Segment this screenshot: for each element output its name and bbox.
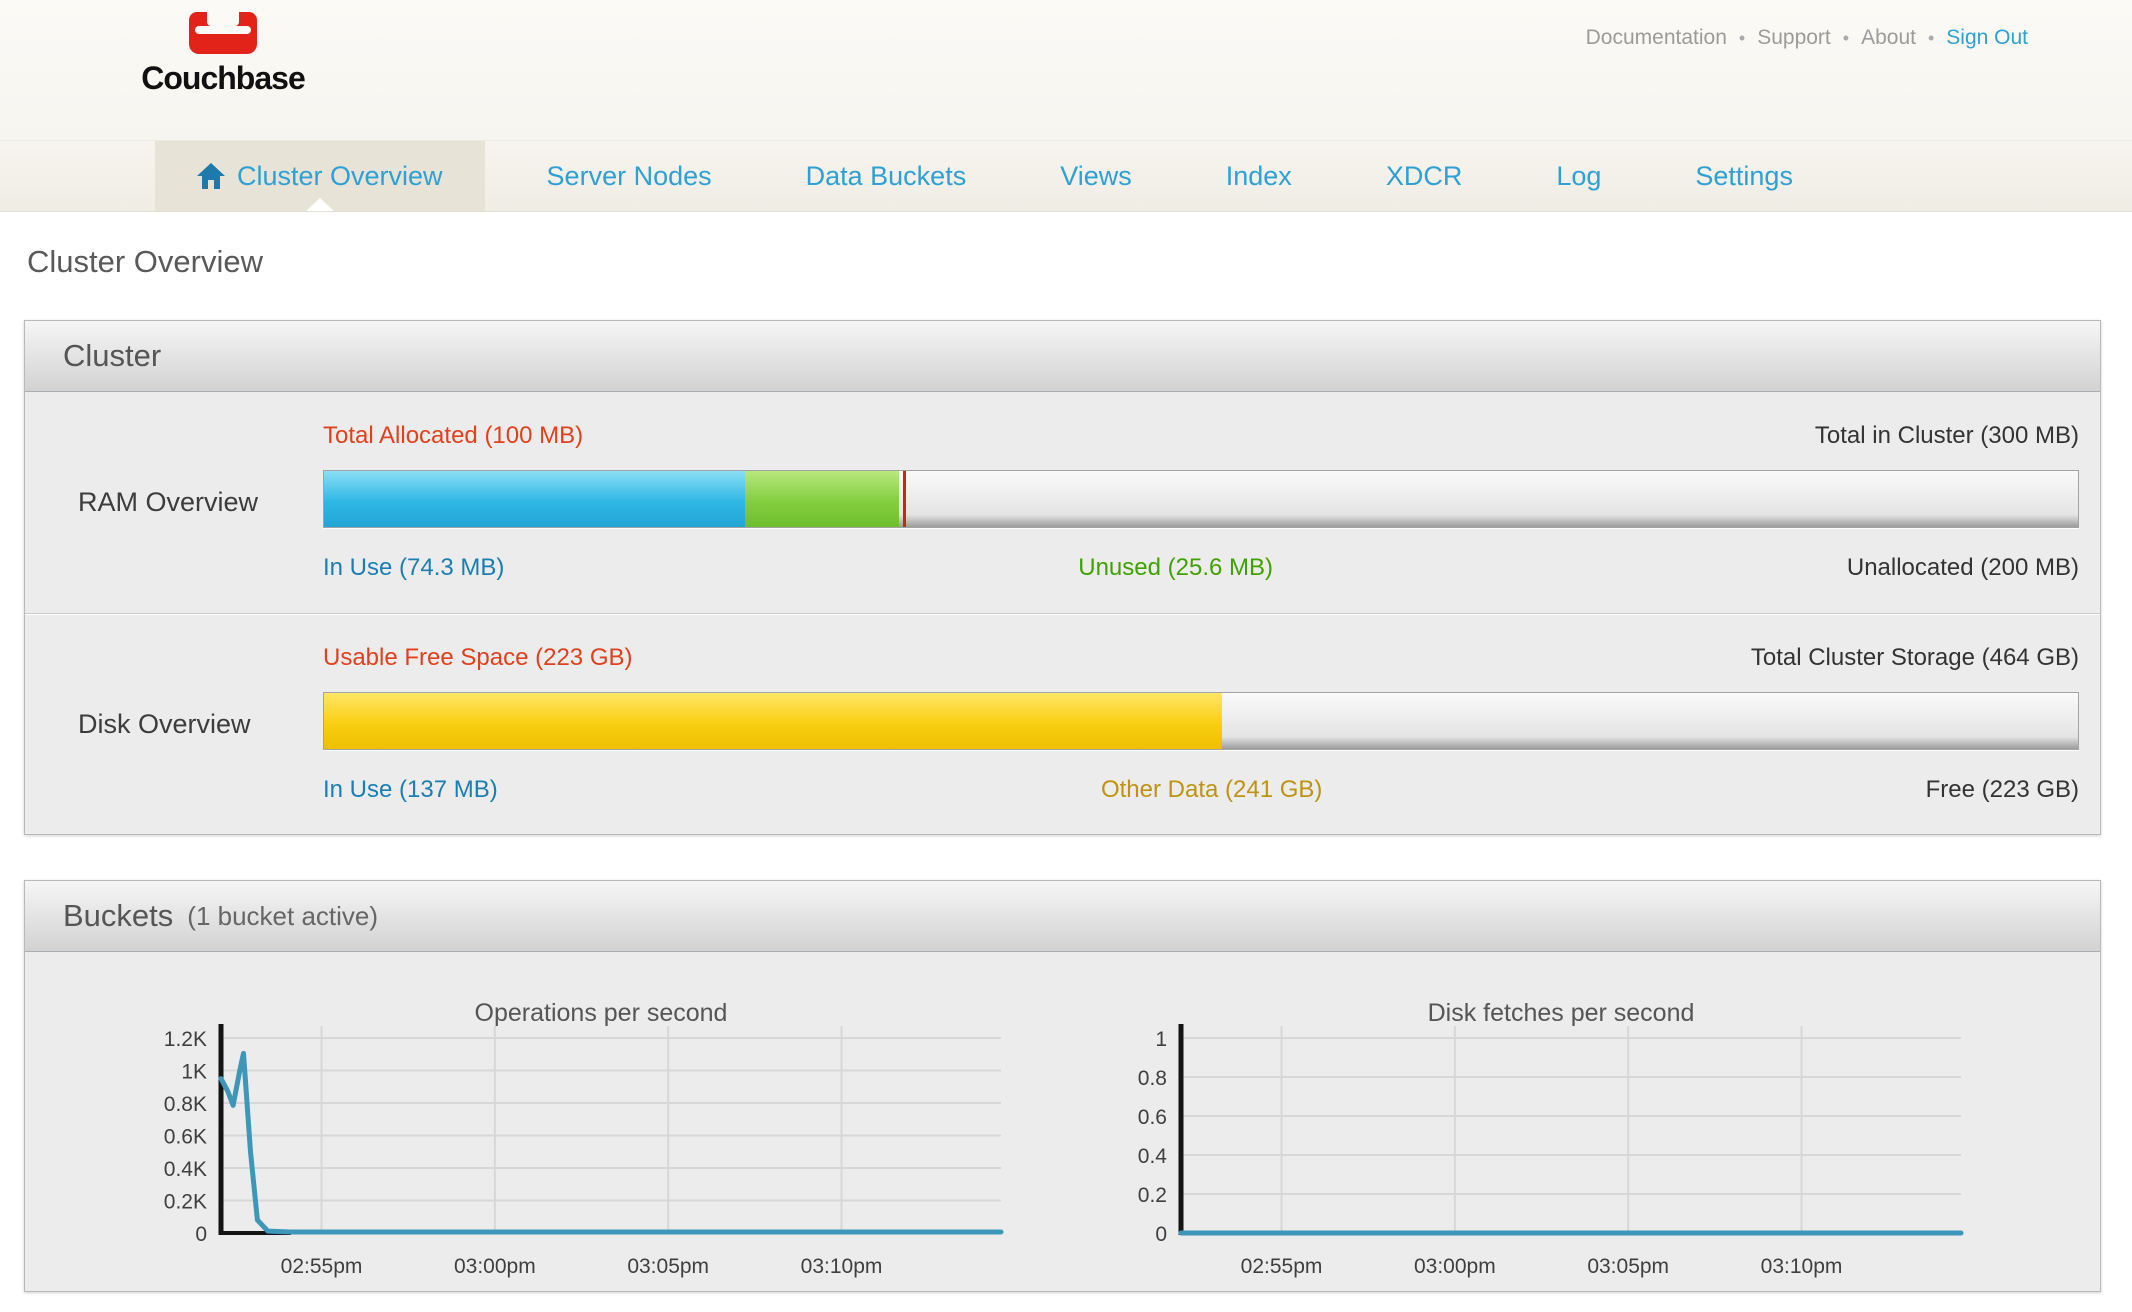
- cluster-panel: Cluster Total Allocated (100 MB) Total i…: [24, 320, 2101, 835]
- tab-label: Server Nodes: [546, 160, 712, 191]
- operations-per-second-chart: 0 0.2K 0.4K 0.6K 0.8K 1K 1.2K 02:55pm 03:00pm 03:…: [111, 981, 1011, 1291]
- header-link-sign-out[interactable]: Sign Out: [1946, 26, 2028, 49]
- cluster-panel-header: Cluster: [25, 321, 2100, 392]
- disk-usage-bar: [323, 692, 2079, 750]
- cluster-panel-title: Cluster: [63, 338, 162, 373]
- header-link-support[interactable]: Support: [1757, 26, 1831, 49]
- ram-total-allocated-label: Total Allocated (100 MB): [323, 422, 584, 449]
- tab-index[interactable]: Index: [1194, 141, 1324, 211]
- svg-text:03:00pm: 03:00pm: [454, 1255, 536, 1278]
- buckets-panel-header: Buckets (1 bucket active): [25, 881, 2100, 952]
- svg-text:0.6K: 0.6K: [164, 1126, 207, 1149]
- active-tab-notch: [305, 198, 334, 211]
- svg-text:0.4K: 0.4K: [164, 1158, 207, 1181]
- disk-other-data-label: Other Data (241 GB): [1100, 776, 1323, 803]
- tab-label: Log: [1556, 160, 1602, 191]
- buckets-panel: Buckets (1 bucket active) 0 0.2K 0.4K 0.6K 0…: [24, 880, 2101, 1292]
- couchbase-logo: Couchbase: [133, 8, 313, 94]
- tab-label: Cluster Overview: [237, 160, 443, 191]
- svg-text:0: 0: [195, 1223, 207, 1246]
- disk-free-label: Free (223 GB): [1925, 776, 2079, 803]
- tab-cluster-overview[interactable]: Cluster Overview: [155, 141, 485, 211]
- page-title: Cluster Overview: [27, 244, 263, 279]
- ram-in-use-segment: [324, 471, 745, 527]
- svg-text:0.8: 0.8: [1138, 1067, 1167, 1090]
- svg-text:0.6: 0.6: [1138, 1106, 1167, 1129]
- ram-usage-bar: [323, 470, 2079, 528]
- link-separator-dot: •: [1738, 27, 1746, 48]
- disk-overview-row: Usable Free Space (223 GB) Total Cluster…: [25, 613, 2100, 835]
- ram-quota-marker: [902, 471, 906, 527]
- svg-text:03:00pm: 03:00pm: [1414, 1255, 1496, 1278]
- tab-label: XDCR: [1385, 160, 1463, 191]
- svg-text:0.2: 0.2: [1138, 1184, 1167, 1207]
- ram-unused-label: Unused (25.6 MB): [1078, 554, 1274, 581]
- svg-text:03:10pm: 03:10pm: [1761, 1255, 1843, 1278]
- svg-text:1.2K: 1.2K: [164, 1028, 207, 1051]
- svg-text:03:05pm: 03:05pm: [627, 1255, 709, 1278]
- bucket-charts: 0 0.2K 0.4K 0.6K 0.8K 1K 1.2K 02:55pm 03:00pm 03:…: [25, 951, 2100, 1291]
- svg-text:03:05pm: 03:05pm: [1587, 1255, 1669, 1278]
- tab-data-buckets[interactable]: Data Buckets: [774, 141, 999, 211]
- main-nav: Cluster Overview Server Nodes Data Buckets…: [0, 140, 2132, 212]
- buckets-active-count: (1 bucket active): [187, 900, 379, 931]
- header-links: Documentation • Support • About • Sign Out: [1586, 26, 2028, 50]
- tab-label: Views: [1060, 160, 1132, 191]
- svg-text:0.2K: 0.2K: [164, 1191, 207, 1214]
- disk-other-data-segment: [324, 693, 1223, 749]
- disk-in-use-label: In Use (137 MB): [323, 776, 498, 803]
- tab-label: Settings: [1695, 160, 1793, 191]
- svg-text:02:55pm: 02:55pm: [281, 1255, 363, 1278]
- buckets-panel-title: Buckets: [63, 898, 174, 933]
- ram-unallocated-label: Unallocated (200 MB): [1846, 554, 2079, 581]
- disk-overview-label: Disk Overview: [78, 709, 251, 739]
- ram-overview-label: RAM Overview: [78, 487, 259, 517]
- tab-server-nodes[interactable]: Server Nodes: [515, 141, 744, 211]
- top-header: Couchbase Documentation • Support • About • Si…: [0, 0, 2132, 140]
- ram-overview-row: Total Allocated (100 MB) Total in Cluste…: [25, 392, 2100, 613]
- couchbase-logo-icon: [187, 8, 259, 56]
- tab-views[interactable]: Views: [1028, 141, 1164, 211]
- tab-xdcr[interactable]: XDCR: [1354, 141, 1495, 211]
- disk-total-storage-label: Total Cluster Storage (464 GB): [1750, 644, 2079, 671]
- tab-settings[interactable]: Settings: [1663, 141, 1825, 211]
- svg-text:03:10pm: 03:10pm: [801, 1255, 883, 1278]
- disk-usable-free-label: Usable Free Space (223 GB): [323, 644, 633, 671]
- ram-in-use-label: In Use (74.3 MB): [323, 554, 505, 581]
- tab-label: Index: [1225, 160, 1292, 191]
- svg-text:Operations per second: Operations per second: [475, 999, 728, 1027]
- svg-text:0.8K: 0.8K: [164, 1093, 207, 1116]
- svg-text:02:55pm: 02:55pm: [1241, 1255, 1323, 1278]
- svg-text:0: 0: [1155, 1223, 1167, 1246]
- home-icon: [197, 163, 225, 189]
- header-link-about[interactable]: About: [1861, 26, 1916, 49]
- svg-text:1: 1: [1155, 1028, 1167, 1051]
- header-link-documentation[interactable]: Documentation: [1585, 26, 1727, 49]
- link-separator-dot: •: [1927, 27, 1935, 48]
- logo-wordmark: Couchbase: [141, 60, 305, 96]
- svg-text:Disk fetches per second: Disk fetches per second: [1428, 999, 1695, 1027]
- tab-log[interactable]: Log: [1524, 141, 1633, 211]
- tab-label: Data Buckets: [805, 160, 967, 191]
- svg-text:1K: 1K: [181, 1061, 207, 1084]
- ram-total-in-cluster-label: Total in Cluster (300 MB): [1814, 422, 2079, 449]
- ram-unused-segment: [744, 471, 900, 527]
- svg-text:0.4: 0.4: [1138, 1145, 1168, 1168]
- link-separator-dot: •: [1842, 27, 1850, 48]
- disk-fetches-per-second-chart: 0 0.2 0.4 0.6 0.8 1 02:55pm 03:00pm 03:05pm 03:10…: [1071, 981, 1971, 1291]
